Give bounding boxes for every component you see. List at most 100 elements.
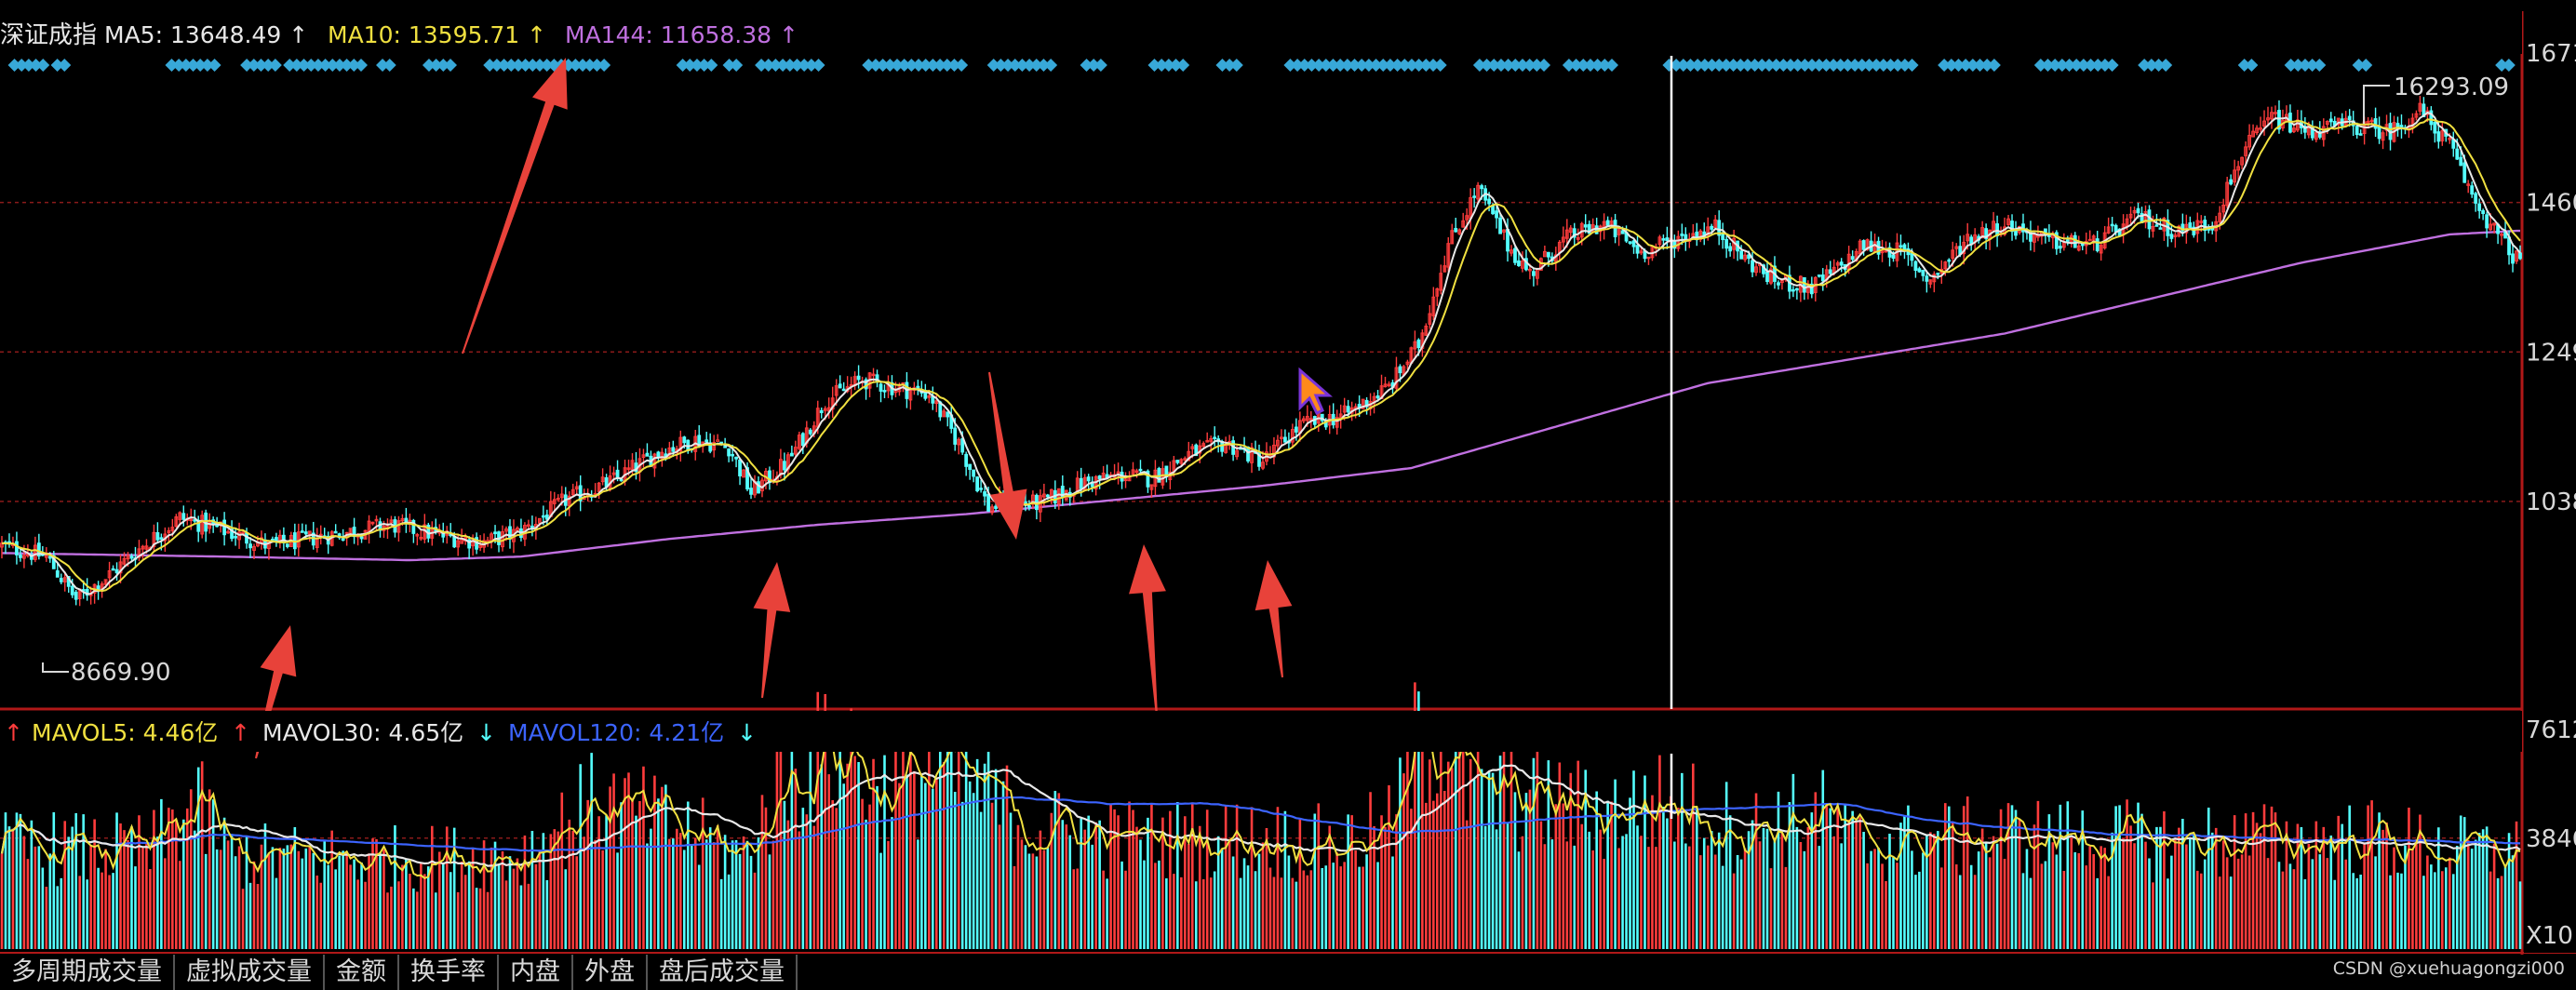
candle-body <box>1283 436 1287 443</box>
candle-body <box>2433 122 2437 134</box>
signal-marker <box>533 59 546 72</box>
signal-marker <box>790 59 804 72</box>
candle-body <box>1891 254 1896 260</box>
candle-body <box>155 532 160 541</box>
signal-marker <box>2105 59 2119 72</box>
candle-body <box>2336 117 2341 126</box>
volume-tab-1[interactable]: 虚拟成交量 <box>175 955 325 990</box>
candle-body <box>1802 276 1806 293</box>
candle-body <box>738 459 742 476</box>
signal-marker <box>1905 59 1919 72</box>
candle-body <box>1416 339 1421 349</box>
candle-body <box>1201 443 1206 448</box>
candle-body <box>808 429 812 435</box>
candle-body <box>979 488 984 490</box>
candle-body <box>1480 185 1484 190</box>
signal-marker <box>247 59 261 72</box>
ma-legend-item-1: MA10: 13595.71 ↑ <box>328 21 546 48</box>
candle-body <box>1910 252 1914 261</box>
candle-body <box>1594 225 1599 234</box>
candle-body <box>234 535 237 539</box>
signal-marker <box>955 59 969 72</box>
signal-marker <box>690 59 704 72</box>
candle-body <box>2132 209 2137 214</box>
candle-body <box>559 493 564 499</box>
signal-marker <box>730 59 744 72</box>
candle-body <box>2470 185 2475 195</box>
signal-marker <box>1523 59 1536 72</box>
volume-tab-5[interactable]: 外盘 <box>573 955 648 990</box>
signal-marker <box>1215 59 1229 72</box>
candle-body <box>1045 494 1050 498</box>
signal-marker <box>490 59 503 72</box>
signal-marker <box>200 59 214 72</box>
candle-body <box>70 585 74 595</box>
volume-tab-3[interactable]: 换手率 <box>399 955 499 990</box>
candle-body <box>333 530 338 534</box>
signal-marker <box>905 59 919 72</box>
signal-marker <box>761 59 775 72</box>
signal-marker <box>1841 59 1855 72</box>
candle-body <box>62 577 67 582</box>
candle-body <box>1387 383 1391 386</box>
candle-body <box>527 524 530 527</box>
signal-marker <box>1080 59 1093 72</box>
signal-marker <box>297 59 311 72</box>
candle-body <box>1583 224 1588 228</box>
signal-marker <box>1001 59 1015 72</box>
signal-marker <box>1819 59 1833 72</box>
candle-body <box>1984 228 1989 239</box>
candle-body <box>1921 269 1925 276</box>
candle-body <box>1713 219 1718 229</box>
signal-marker <box>804 59 818 72</box>
candle-body <box>1205 440 1210 443</box>
candle-body <box>990 506 994 514</box>
candle-body <box>452 535 457 548</box>
signal-marker <box>262 59 275 72</box>
signal-marker <box>1362 59 1375 72</box>
candle-body <box>1936 273 1940 275</box>
volume-tab-0[interactable]: 多周期成交量 <box>0 955 175 990</box>
candle-body <box>2192 226 2196 235</box>
volume-tab-2[interactable]: 金额 <box>325 955 399 990</box>
candle-body <box>189 518 194 521</box>
candle-body <box>1498 217 1502 234</box>
candle-body <box>731 453 734 457</box>
candle-body <box>1502 229 1506 233</box>
candle-body <box>2095 238 2100 251</box>
candle-body <box>1717 220 1722 236</box>
candle-body <box>55 569 60 578</box>
candle-body <box>1665 237 1670 241</box>
candle-body <box>2477 203 2482 211</box>
candle-body <box>712 442 717 451</box>
signal-marker <box>1812 59 1826 72</box>
candle-body <box>797 435 801 449</box>
signal-marker <box>311 59 325 72</box>
arrow-3 <box>988 371 1027 540</box>
candle-body <box>200 515 205 535</box>
candle-body <box>415 534 420 537</box>
candle-body <box>1839 261 1844 266</box>
candle-body <box>1966 234 1970 242</box>
candle-body <box>1049 488 1053 499</box>
volume-tab-6[interactable]: 盘后成交量 <box>648 955 798 990</box>
candle-body <box>107 570 112 579</box>
candle-body <box>841 388 846 392</box>
signal-marker <box>1029 59 1043 72</box>
candle-body <box>1235 449 1239 458</box>
signal-marker <box>1404 59 1418 72</box>
signal-marker <box>1944 59 1958 72</box>
volume-tab-4[interactable]: 内盘 <box>499 955 573 990</box>
signal-marker <box>1827 59 1841 72</box>
candle-body <box>1628 241 1632 244</box>
candle-body <box>2169 234 2174 239</box>
signal-marker <box>1590 59 1604 72</box>
signal-marker <box>776 59 790 72</box>
signal-marker <box>1980 59 1994 72</box>
signal-marker <box>21 59 35 72</box>
candle-body <box>1728 246 1733 252</box>
signal-marker <box>755 59 769 72</box>
vol-legend-arrow-0: ↑ <box>231 719 250 746</box>
candle-body <box>1294 426 1298 433</box>
signal-marker <box>7 59 21 72</box>
